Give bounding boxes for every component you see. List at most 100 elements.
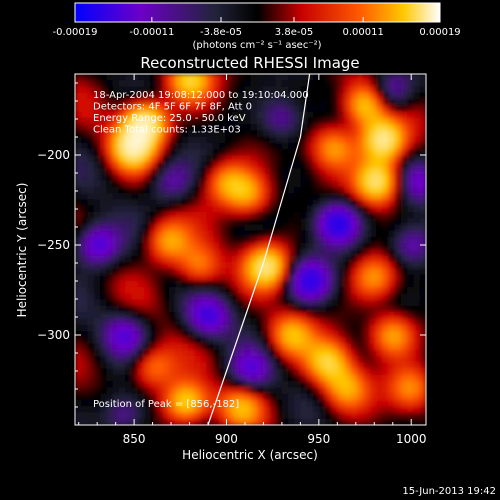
heatmap-cell (100, 199, 107, 207)
heatmap-cell (400, 186, 408, 194)
colorbar-gradient (74, 2, 441, 23)
heatmap-cell (382, 293, 389, 301)
heatmap-cell (263, 211, 270, 219)
heatmap-cell (338, 124, 346, 132)
heatmap-cell (407, 230, 415, 238)
heatmap-cell (81, 362, 89, 370)
heatmap-cell (231, 80, 239, 88)
heatmap-cell (306, 92, 314, 100)
heatmap-cell (325, 174, 333, 182)
heatmap-cell (331, 293, 339, 301)
heatmap-cell (419, 299, 426, 307)
heatmap-cell (338, 111, 346, 119)
heatmap-cell (143, 236, 151, 244)
heatmap-cell (382, 186, 389, 194)
heatmap-cell (81, 180, 89, 188)
heatmap-cell (256, 180, 264, 188)
heatmap-cell (125, 393, 133, 401)
heatmap-cell (269, 105, 277, 113)
heatmap-cell (357, 174, 364, 182)
heatmap-cell (81, 406, 89, 414)
heatmap-cell (407, 149, 415, 157)
heatmap-cell (281, 99, 289, 106)
heatmap-cell (206, 124, 214, 132)
heatmap-cell (244, 393, 252, 401)
heatmap-cell (344, 349, 352, 357)
heatmap-cell (181, 262, 189, 269)
heatmap-cell (200, 205, 208, 213)
heatmap-cell (194, 262, 201, 269)
heatmap-cell (363, 393, 371, 401)
heatmap-cell (375, 418, 383, 425)
heatmap-cell (131, 168, 139, 175)
heatmap-cell (357, 268, 364, 276)
heatmap-cell (81, 293, 89, 301)
heatmap-cell (169, 111, 176, 119)
heatmap-cell (131, 243, 139, 251)
heatmap-cell (87, 92, 95, 100)
heatmap-cell (181, 211, 189, 219)
heatmap-cell (87, 174, 95, 182)
heatmap-cell (81, 155, 89, 163)
heatmap-cell (137, 412, 145, 420)
heatmap-cell (250, 124, 258, 132)
heatmap-cell (212, 343, 220, 351)
heatmap-cell (407, 343, 415, 351)
heatmap-cell (93, 368, 101, 376)
heatmap-cell (244, 199, 252, 207)
heatmap-cell (338, 149, 346, 157)
heatmap-cell (156, 168, 164, 175)
heatmap-cell (244, 381, 252, 388)
heatmap-cell (394, 299, 402, 307)
heatmap-cell (206, 180, 214, 188)
heatmap-cell (81, 193, 89, 200)
heatmap-cell (256, 312, 264, 320)
heatmap-cell (281, 92, 289, 100)
heatmap-cell (375, 180, 383, 188)
heatmap-cell (194, 92, 201, 100)
heatmap-cell (394, 393, 402, 401)
heatmap-cell (162, 330, 170, 338)
heatmap-cell (357, 356, 364, 363)
heatmap-cell (100, 393, 107, 401)
heatmap-cell (306, 86, 314, 94)
heatmap-cell (263, 274, 270, 282)
heatmap-cell (244, 161, 252, 169)
heatmap-cell (194, 193, 201, 200)
heatmap-cell (100, 136, 107, 144)
heatmap-cell (400, 262, 408, 269)
heatmap-cell (388, 318, 396, 326)
heatmap-cell (206, 362, 214, 370)
heatmap-cell (363, 343, 371, 351)
heatmap-cell (388, 155, 396, 163)
heatmap-cell (137, 99, 145, 106)
heatmap-cell (325, 337, 333, 345)
heatmap-cell (169, 312, 176, 320)
heatmap-cell (125, 168, 133, 175)
heatmap-cell (137, 280, 145, 288)
heatmap-cell (288, 249, 295, 257)
heatmap-cell (369, 142, 377, 150)
heatmap-cell (275, 287, 283, 294)
heatmap-cell (244, 349, 252, 357)
heatmap-cell (143, 124, 151, 132)
heatmap-cell (175, 99, 183, 106)
heatmap-cell (256, 406, 264, 414)
heatmap-cell (344, 399, 352, 407)
heatmap-cell (194, 337, 201, 345)
heatmap-cell (175, 149, 183, 157)
heatmap-cell (269, 149, 277, 157)
heatmap-cell (350, 243, 358, 251)
heatmap-cell (194, 418, 201, 425)
heatmap-cell (112, 330, 120, 338)
heatmap-cell (206, 381, 214, 388)
heatmap-cell (125, 305, 133, 313)
heatmap-cell (319, 186, 327, 194)
heatmap-cell (206, 99, 214, 106)
heatmap-cell (369, 287, 377, 294)
heatmap-cell (331, 161, 339, 169)
heatmap-cell (419, 268, 426, 276)
heatmap-cell (294, 218, 302, 226)
heatmap-cell (200, 249, 208, 257)
heatmap-cell (200, 218, 208, 226)
